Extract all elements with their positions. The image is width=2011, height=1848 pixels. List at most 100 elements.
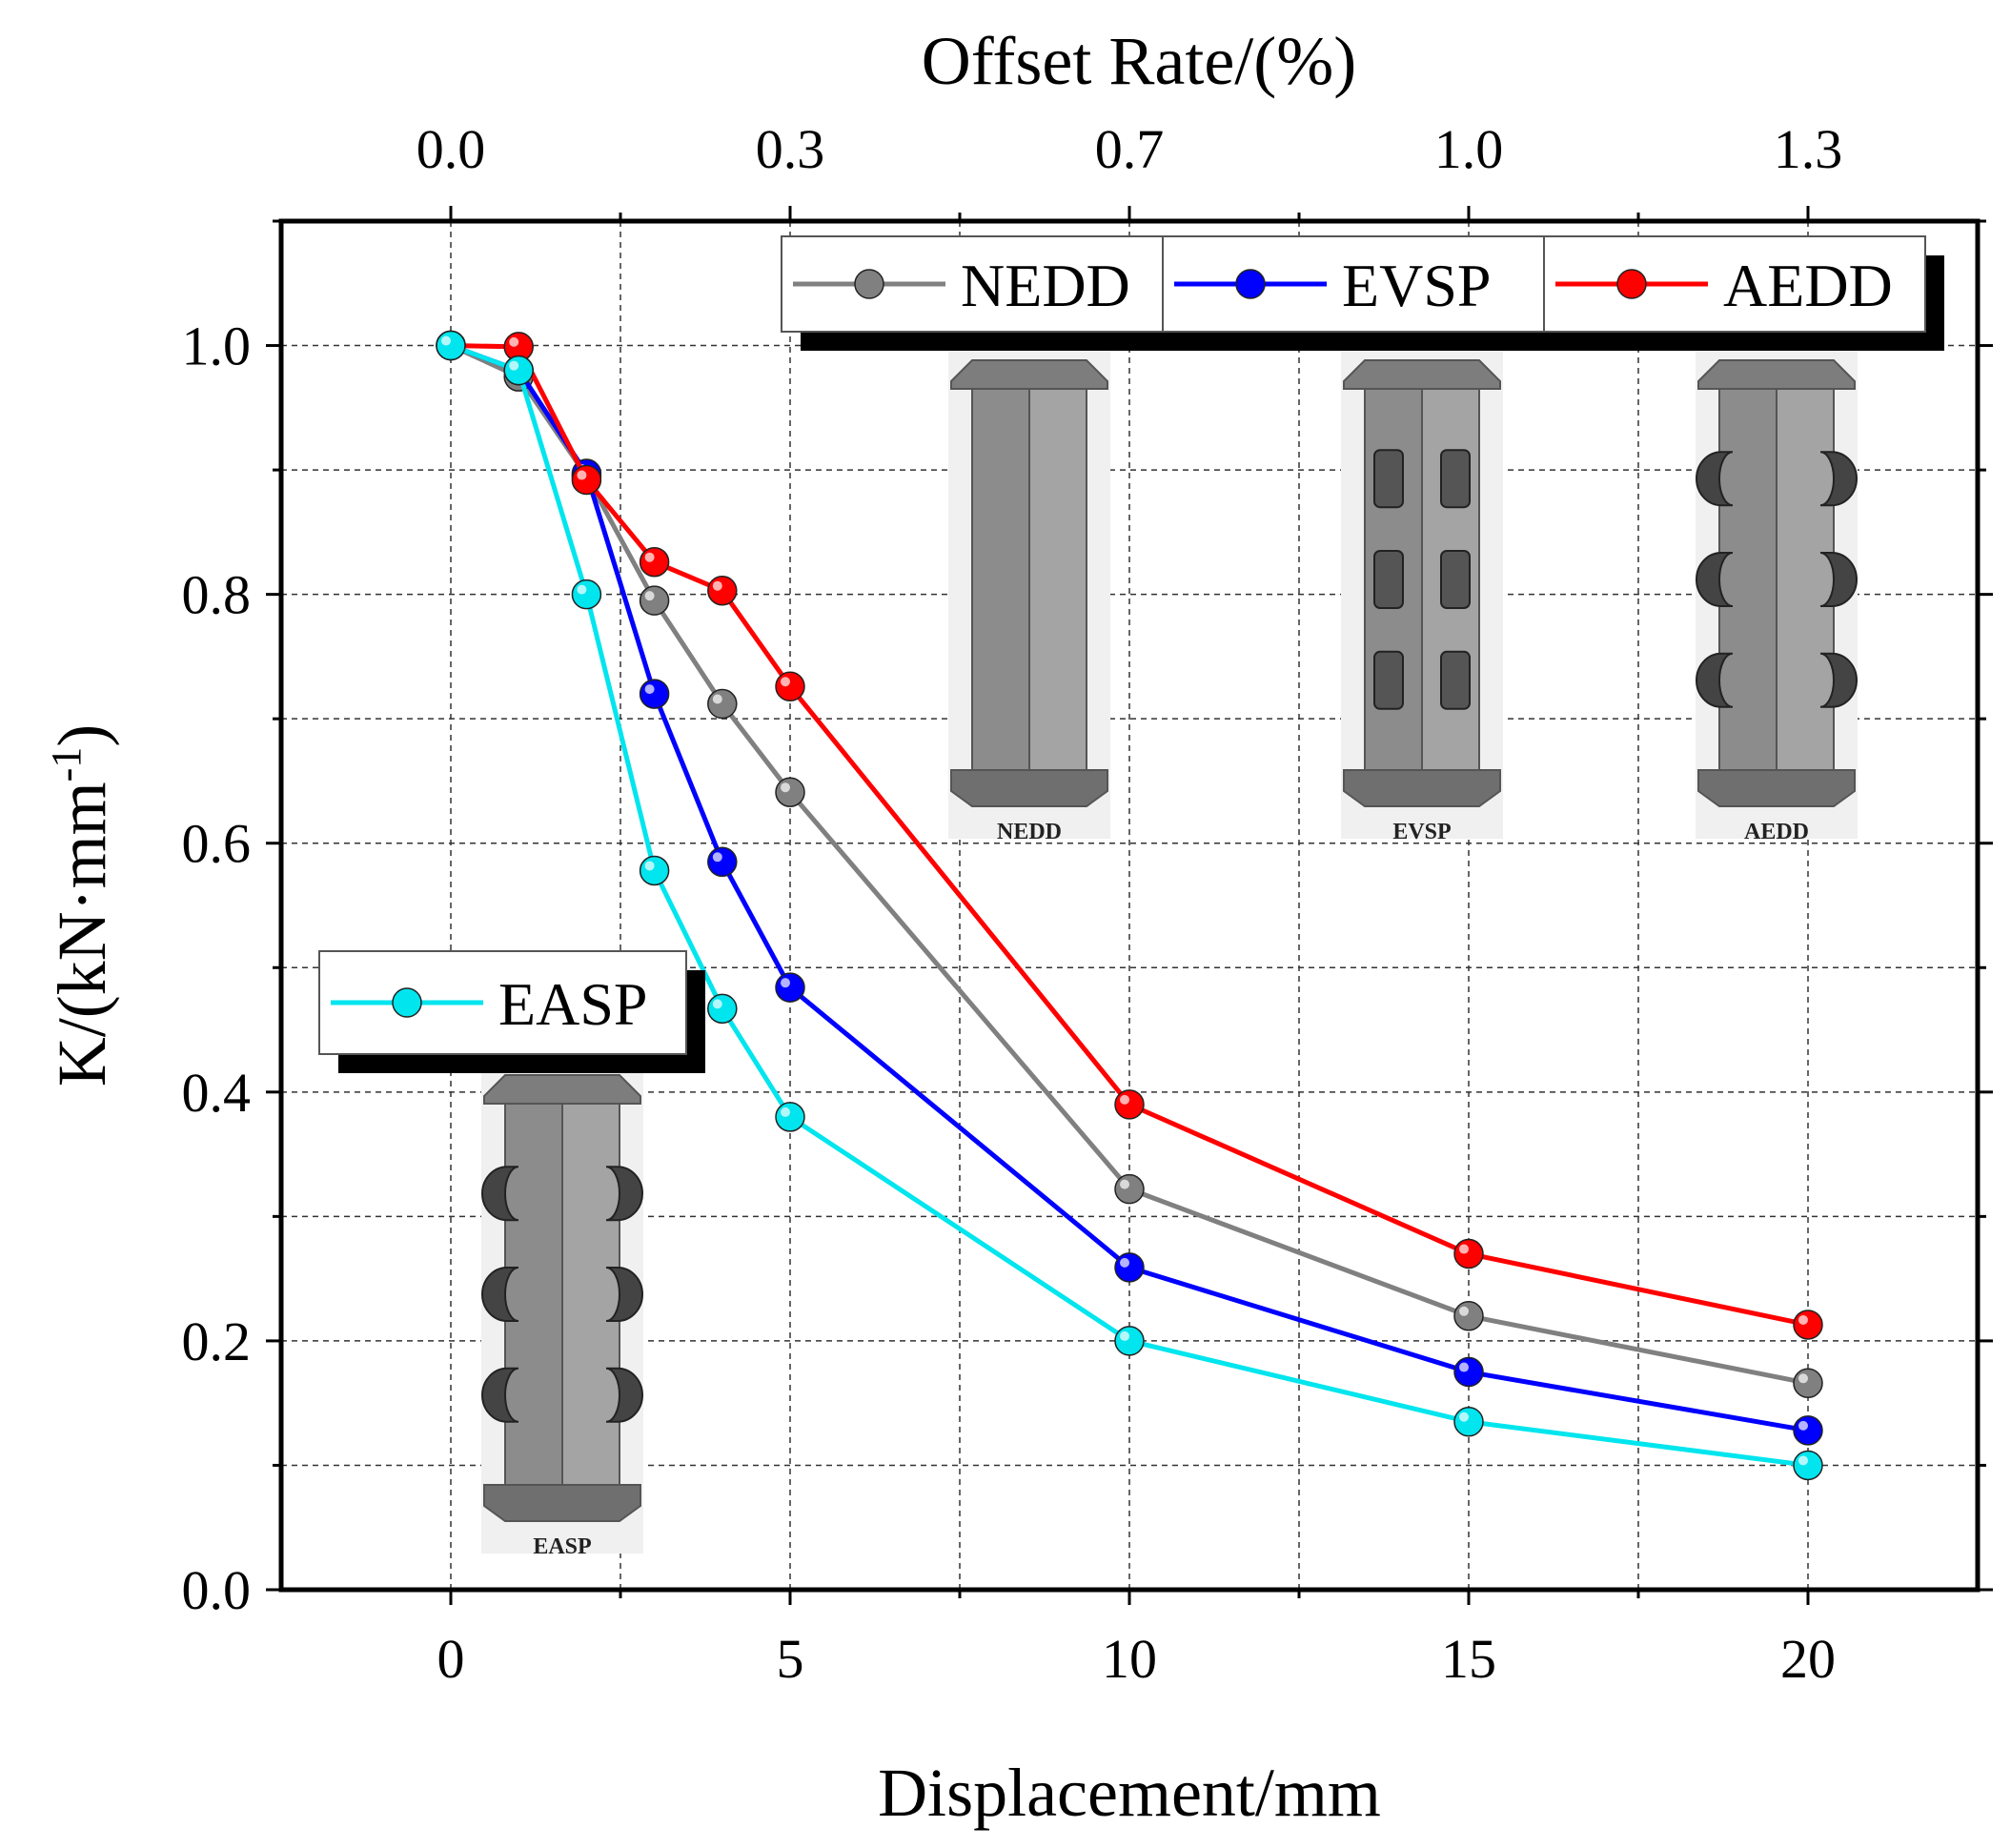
x-tick-label: 20 [1780,1628,1836,1690]
data-point-highlight [509,360,519,371]
data-point [639,855,670,886]
data-point [639,679,670,709]
y-tick-label: 0.6 [182,813,252,875]
column-top-plate [1697,359,1856,390]
data-point-highlight [781,677,790,687]
data-point [571,579,602,610]
data-point-highlight [712,694,722,704]
legend-marker-nedd [854,269,884,299]
inset-evsp-column: EVSP [1341,343,1503,844]
data-point [1453,1356,1484,1388]
data-point [1793,1450,1823,1481]
inset-label: EASP [533,1534,591,1559]
data-point-highlight [1120,1257,1129,1268]
plate-right [1440,550,1471,609]
column-face-left [1718,388,1777,771]
plot-series [436,330,1823,1481]
legend-box: NEDD EVSP AEDD [781,235,1944,351]
column-base-plate [1343,769,1501,807]
legend-marker-aedd [1616,269,1647,299]
data-point [775,1102,805,1132]
data-point-highlight [712,580,722,591]
data-point-highlight [1120,1094,1129,1105]
data-point [1114,1326,1145,1356]
x2-tick-label: 0.7 [1095,118,1165,180]
plate-left [1373,650,1404,710]
data-point-highlight [1459,1362,1469,1372]
plate-right [1440,449,1471,509]
column-face-right [1028,388,1087,771]
axes: 0 5 10 15 20 0.0 0.3 0.7 1.0 1.3 0.0 0.2 0.4 0.6 0.8 1.… [43,23,1993,1831]
data-point-highlight [1120,1330,1129,1341]
x-tick-label: 10 [1102,1628,1157,1690]
data-point [775,777,805,807]
data-point [1793,1368,1823,1399]
column-top-plate [483,1074,641,1105]
y-tick-label: 0.0 [182,1559,252,1621]
data-point-highlight [577,584,587,595]
data-point-highlight [1798,1314,1808,1325]
grid-lines [281,220,1978,1590]
data-point-highlight [577,470,587,480]
data-point [1453,1301,1484,1331]
damper-right [1819,652,1858,708]
data-point-highlight [781,1107,790,1117]
damper-left [1696,552,1734,607]
data-point [571,464,602,496]
y-tick-label: 0.8 [182,564,252,626]
data-point [1114,1252,1145,1283]
plate-left [1373,449,1404,509]
data-point [503,355,534,386]
data-point-highlight [644,591,655,601]
damper-right [1819,451,1858,507]
data-point-highlight [1459,1411,1469,1422]
column-base-plate [950,769,1108,807]
inset-aedd-column: AEDD [1696,343,1858,844]
inset-label: EVSP [1392,820,1451,844]
x2-axis-title: Offset Rate/(%) [922,23,1357,99]
plate-left [1373,550,1404,609]
legend-marker-evsp [1235,269,1266,299]
data-point [1453,1407,1484,1437]
data-point-highlight [509,336,519,347]
damper-left [1696,451,1734,507]
data-point [707,993,738,1025]
data-point [775,972,805,1003]
data-point [639,546,670,578]
data-point [436,330,466,361]
damper-left [481,1267,519,1322]
data-point-highlight [1459,1244,1469,1254]
y-tick-label: 1.0 [182,315,252,377]
x-axis-title: Displacement/mm [878,1755,1381,1831]
x-tick-label: 5 [777,1628,804,1690]
data-point [1114,1173,1145,1205]
y-tick-label: 0.4 [182,1062,252,1124]
column-face-left [971,388,1030,771]
inset-label: AEDD [1744,820,1809,844]
legend: NEDD EVSP AEDD EASP [318,235,1944,1073]
data-point-highlight [1459,1306,1469,1316]
column-top-plate [950,359,1108,390]
data-point [707,846,738,878]
inset-images: NEDD EVSP AEDD EASP [481,343,1858,1559]
damper-right [1819,552,1858,607]
data-point-highlight [712,999,722,1009]
data-point-highlight [644,861,655,871]
inset-easp-column: EASP [481,1058,643,1559]
data-point [1114,1089,1145,1120]
plate-right [1440,650,1471,710]
data-point-highlight [1798,1373,1808,1384]
legend-label-aedd: AEDD [1723,252,1893,319]
y-axis-title: K/(kN·mm-1) [43,724,120,1087]
data-point [639,585,670,616]
data-point [707,688,738,720]
legend-label-nedd: NEDD [961,252,1130,319]
y-tick-label: 0.2 [182,1310,252,1372]
data-point [1453,1238,1484,1269]
data-point-highlight [712,852,722,863]
x2-tick-label: 1.0 [1434,118,1504,180]
legend-box: EASP [318,950,705,1073]
damper-left [481,1166,519,1222]
damper-right [605,1166,643,1222]
